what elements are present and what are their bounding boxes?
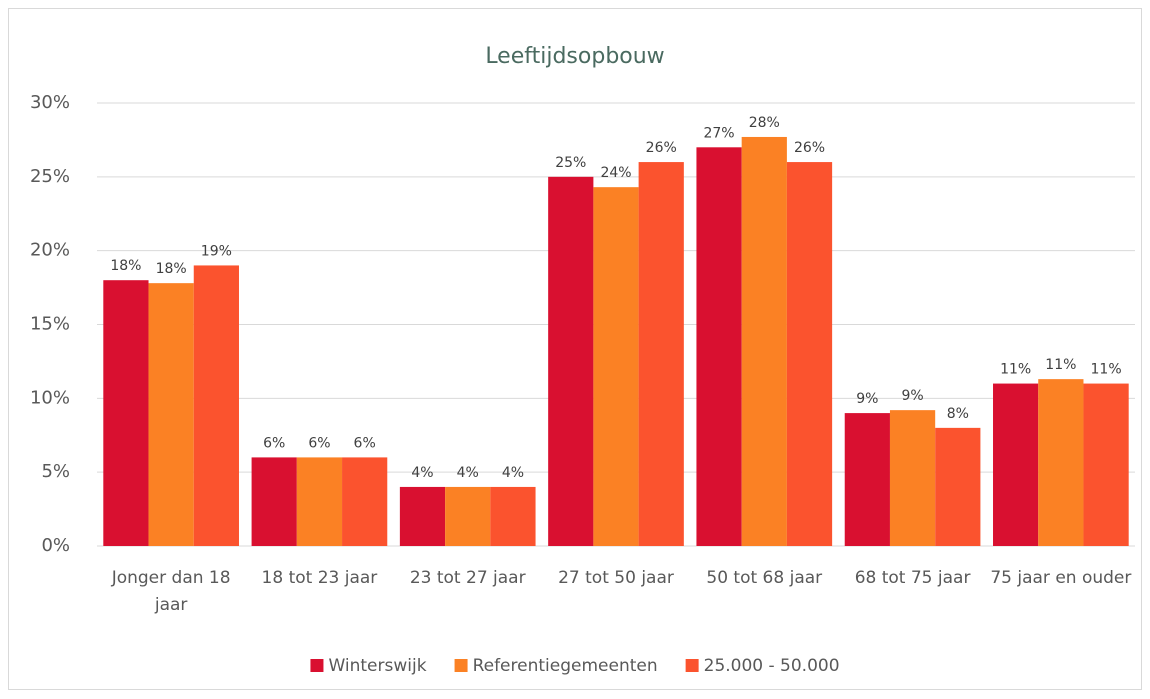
data-label: 6% bbox=[263, 435, 285, 451]
data-label: 4% bbox=[502, 465, 524, 481]
data-label: 6% bbox=[354, 435, 376, 451]
bar bbox=[1038, 379, 1084, 546]
bar bbox=[1083, 383, 1129, 546]
y-tick-label: 15% bbox=[30, 314, 70, 335]
data-label: 27% bbox=[703, 125, 734, 141]
bar bbox=[445, 486, 491, 546]
bar bbox=[342, 457, 388, 546]
x-tick-label: 68 tot 75 jaar bbox=[855, 568, 971, 588]
bar bbox=[786, 162, 833, 547]
bar bbox=[251, 457, 297, 546]
data-label: 4% bbox=[457, 465, 479, 481]
data-label: 11% bbox=[1091, 362, 1122, 378]
data-label: 11% bbox=[1045, 357, 1076, 373]
bar bbox=[696, 147, 742, 547]
chart-title: Leeftijdsopbouw bbox=[485, 44, 664, 69]
y-tick-label: 10% bbox=[30, 387, 70, 408]
legend-label: Referentiegemeenten bbox=[473, 656, 658, 676]
data-label: 24% bbox=[600, 165, 631, 181]
legend-label: Winterswijk bbox=[328, 656, 426, 676]
legend-swatch bbox=[454, 659, 468, 672]
y-tick-label: 5% bbox=[41, 461, 70, 482]
bar bbox=[296, 457, 343, 546]
bar bbox=[935, 427, 981, 546]
bar bbox=[993, 383, 1039, 546]
x-tick-label: 18 tot 23 jaar bbox=[262, 568, 378, 588]
data-label: 8% bbox=[947, 406, 969, 422]
bar bbox=[593, 187, 639, 547]
legend-label: 25.000 - 50.000 bbox=[704, 656, 840, 676]
bar bbox=[548, 176, 594, 547]
bar bbox=[844, 413, 890, 546]
data-label: 4% bbox=[411, 465, 433, 481]
data-label: 18% bbox=[110, 258, 141, 274]
data-label: 9% bbox=[901, 388, 923, 404]
data-label: 26% bbox=[646, 140, 677, 156]
x-tick-label: 23 tot 27 jaar bbox=[410, 568, 526, 588]
bar bbox=[103, 280, 149, 546]
x-tick-label: Jonger dan 18 jaar bbox=[111, 568, 231, 615]
legend: Winterswijk Referentiegemeenten 25.000 - 5… bbox=[310, 656, 840, 676]
y-tick-label: 30% bbox=[30, 92, 70, 113]
bar bbox=[193, 265, 239, 546]
legend-swatch bbox=[310, 659, 324, 672]
x-tick-label: 50 tot 68 jaar bbox=[706, 568, 822, 588]
y-tick-label: 20% bbox=[30, 240, 70, 261]
bar bbox=[638, 162, 684, 547]
x-tick-label: 27 tot 50 jaar bbox=[558, 568, 674, 588]
y-tick-label: 25% bbox=[30, 166, 70, 187]
data-label: 19% bbox=[201, 243, 232, 259]
data-label: 6% bbox=[308, 435, 330, 451]
bar bbox=[490, 486, 536, 546]
x-tick-label: 75 jaar en ouder bbox=[990, 568, 1131, 588]
y-tick-label: 0% bbox=[41, 535, 70, 556]
legend-swatch bbox=[685, 659, 699, 672]
data-label: 28% bbox=[749, 115, 780, 131]
data-label: 25% bbox=[555, 155, 586, 171]
data-label: 9% bbox=[856, 391, 878, 407]
data-label: 18% bbox=[156, 261, 187, 277]
bar bbox=[399, 486, 446, 546]
bar bbox=[741, 136, 787, 547]
bar bbox=[889, 410, 936, 546]
data-label: 26% bbox=[794, 140, 825, 156]
bar bbox=[148, 283, 194, 546]
data-label: 11% bbox=[1000, 362, 1031, 378]
